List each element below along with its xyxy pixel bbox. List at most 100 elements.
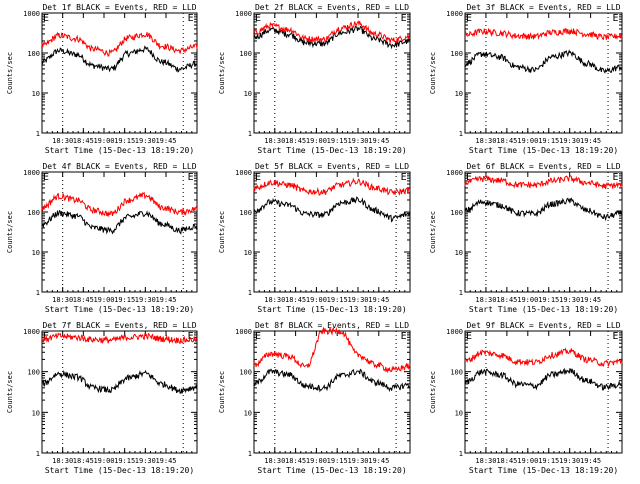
panel-title: Det 5f BLACK = Events, RED = LLD <box>255 162 409 171</box>
panel-title: Det 4f BLACK = Events, RED = LLD <box>42 162 196 171</box>
y-tick-label: 1000 <box>23 169 40 177</box>
x-tick-label: 18:45 <box>496 457 517 465</box>
x-axis-label: Start Time (15-Dec-13 18:19:20) <box>45 466 194 475</box>
e-marker: E <box>255 172 261 183</box>
x-tick-label: 19:45 <box>155 457 176 465</box>
x-tick-label: 19:00 <box>93 137 114 145</box>
x-tick-label: 19:00 <box>93 296 114 304</box>
y-tick-label: 1000 <box>235 328 252 336</box>
y-tick-label: 10 <box>32 90 40 98</box>
x-tick-label: 19:15 <box>114 457 135 465</box>
y-axis-label: Counts/sec <box>218 371 226 413</box>
x-axis-label: Start Time (15-Dec-13 18:19:20) <box>469 146 618 155</box>
x-tick-label: 19:30 <box>135 296 156 304</box>
x-tick-label: 18:30 <box>52 296 73 304</box>
series-line <box>464 49 623 74</box>
y-tick-label: 1 <box>36 130 40 138</box>
e-marker: E <box>466 13 472 24</box>
series-line <box>253 20 411 44</box>
x-tick-label: 19:00 <box>306 296 327 304</box>
e-marker: E <box>466 331 472 342</box>
e-marker: E <box>401 331 407 342</box>
plot-frame <box>41 171 198 293</box>
series-line <box>253 326 411 373</box>
x-tick-label: 19:30 <box>135 457 156 465</box>
e-marker: E <box>188 13 194 24</box>
panel-title: Det 2f BLACK = Events, RED = LLD <box>255 3 409 12</box>
y-tick-label: 1 <box>248 450 252 458</box>
x-tick-label: 19:45 <box>368 457 389 465</box>
panel-title: Det 1f BLACK = Events, RED = LLD <box>42 3 196 12</box>
x-tick-label: 19:15 <box>114 137 135 145</box>
y-axis-label: Counts/sec <box>6 211 14 253</box>
y-tick-label: 100 <box>450 209 463 217</box>
x-axis-label: Start Time (15-Dec-13 18:19:20) <box>257 146 406 155</box>
panel-title: Det 7f BLACK = Events, RED = LLD <box>42 321 196 330</box>
x-tick-label: 18:30 <box>475 457 496 465</box>
series-line <box>41 209 198 235</box>
e-marker: E <box>188 331 194 342</box>
y-tick-label: 10 <box>32 249 40 257</box>
x-tick-label: 19:45 <box>155 296 176 304</box>
y-tick-label: 1 <box>459 289 463 297</box>
x-tick-label: 18:30 <box>52 457 73 465</box>
x-tick-label: 19:30 <box>347 457 368 465</box>
y-axis-label: Counts/sec <box>6 52 14 94</box>
x-tick-label: 18:45 <box>285 457 306 465</box>
y-tick-label: 1 <box>36 289 40 297</box>
y-tick-label: 100 <box>239 209 252 217</box>
panel-det-2: Det 2f BLACK = Events, RED = LLD 1 10 100 10… <box>218 3 411 155</box>
series-line <box>41 332 198 345</box>
x-tick-label: 19:15 <box>538 137 559 145</box>
x-axis-label: Start Time (15-Dec-13 18:19:20) <box>45 146 194 155</box>
y-tick-label: 100 <box>27 209 40 217</box>
panel-title: Det 8f BLACK = Events, RED = LLD <box>255 321 409 330</box>
y-tick-label: 1000 <box>23 328 40 336</box>
y-tick-label: 100 <box>450 369 463 377</box>
y-tick-label: 1000 <box>23 10 40 18</box>
x-tick-label: 18:30 <box>264 457 285 465</box>
y-tick-label: 1000 <box>446 169 463 177</box>
y-tick-label: 10 <box>455 90 463 98</box>
x-tick-label: 19:30 <box>347 137 368 145</box>
y-tick-label: 1 <box>459 450 463 458</box>
x-axis-label: Start Time (15-Dec-13 18:19:20) <box>257 466 406 475</box>
panel-det-1: Det 1f BLACK = Events, RED = LLD 1 10 100 10… <box>6 3 198 155</box>
x-tick-label: 19:15 <box>327 137 348 145</box>
panel-det-5: Det 5f BLACK = Events, RED = LLD 1 10 100 10… <box>218 162 411 314</box>
plot-frame <box>41 330 198 454</box>
e-marker: E <box>613 13 619 24</box>
x-tick-label: 19:45 <box>580 137 601 145</box>
x-tick-label: 18:45 <box>496 137 517 145</box>
series-line <box>464 175 623 190</box>
y-tick-label: 100 <box>27 50 40 58</box>
y-axis-label: Counts/sec <box>429 52 437 94</box>
x-tick-label: 19:00 <box>517 296 538 304</box>
x-tick-label: 19:30 <box>347 296 368 304</box>
x-tick-label: 18:30 <box>475 137 496 145</box>
panel-det-7: Det 7f BLACK = Events, RED = LLD 1 10 100 10… <box>6 321 198 475</box>
x-tick-label: 19:15 <box>538 457 559 465</box>
series-line <box>42 369 198 394</box>
y-axis-label: Counts/sec <box>429 371 437 413</box>
y-axis-label: Counts/sec <box>218 52 226 94</box>
plot-frame <box>464 330 623 454</box>
y-tick-label: 10 <box>244 249 252 257</box>
panel-det-8: Det 8f BLACK = Events, RED = LLD 1 10 100 10… <box>218 321 411 475</box>
x-tick-label: 19:15 <box>538 296 559 304</box>
y-tick-label: 100 <box>27 369 40 377</box>
x-tick-label: 19:00 <box>306 457 327 465</box>
e-marker: E <box>255 13 261 24</box>
x-tick-label: 18:45 <box>73 137 94 145</box>
series-line <box>464 197 623 222</box>
x-tick-label: 18:30 <box>264 137 285 145</box>
y-tick-label: 1000 <box>446 328 463 336</box>
e-marker: E <box>613 331 619 342</box>
x-tick-label: 19:45 <box>368 137 389 145</box>
y-tick-label: 1 <box>248 289 252 297</box>
plot-frame <box>464 171 623 293</box>
series-line <box>464 367 623 391</box>
y-tick-label: 1 <box>459 130 463 138</box>
x-tick-label: 18:45 <box>73 457 94 465</box>
y-tick-label: 1 <box>36 450 40 458</box>
